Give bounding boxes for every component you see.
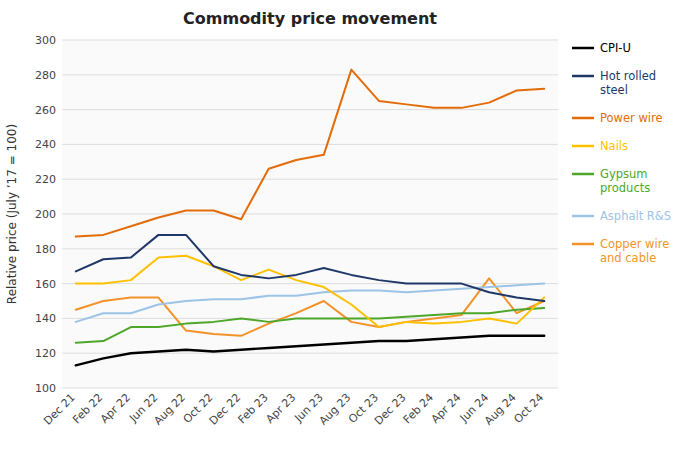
- grid-line: [62, 388, 558, 389]
- legend-label-line: Nails: [600, 139, 628, 153]
- legend-swatch: [572, 215, 594, 218]
- x-tick-label: Oct 24: [511, 391, 546, 426]
- y-tick-label: 240: [35, 138, 56, 151]
- legend-label: Nails: [600, 139, 628, 153]
- y-axis-label: Relative price (July ’17 = 100): [5, 124, 19, 304]
- grid-line: [62, 248, 558, 249]
- y-tick-label: 100: [35, 382, 56, 395]
- y-tick-label: 120: [35, 347, 56, 360]
- x-tick-label: Aug 24: [482, 391, 519, 428]
- plot-area: [62, 40, 558, 388]
- legend-label-line: Power wire: [600, 111, 663, 125]
- x-tick-label: Feb 22: [70, 391, 105, 426]
- legend-label-line: products: [600, 181, 650, 195]
- y-tick-label: 260: [35, 104, 56, 117]
- legend-label: Asphalt R&S: [600, 209, 671, 223]
- grid-line: [62, 40, 558, 41]
- legend-label: CPI-U: [600, 41, 631, 55]
- x-tick-label: Dec 21: [41, 391, 78, 428]
- legend-swatch: [572, 75, 594, 78]
- y-tick-label: 180: [35, 243, 56, 256]
- legend-label-line: Copper wire: [600, 237, 669, 251]
- x-tick-label: Dec 23: [372, 391, 409, 428]
- grid-line: [62, 109, 558, 110]
- legend-label: Copper wireand cable: [600, 237, 669, 265]
- legend-swatch: [572, 47, 594, 50]
- x-tick-label: Feb 23: [235, 391, 270, 426]
- legend-label: Hot rolledsteel: [600, 69, 656, 97]
- legend-swatch: [572, 243, 594, 246]
- y-tick-label: 220: [35, 173, 56, 186]
- legend-label-line: Asphalt R&S: [600, 209, 671, 223]
- x-tick-label: Apr 24: [429, 391, 464, 426]
- y-tick-label: 300: [35, 34, 56, 47]
- title: Commodity price movement: [183, 9, 437, 28]
- lines: [76, 70, 544, 366]
- legend-label-line: steel: [600, 83, 628, 97]
- legend-label-line: Gypsum: [600, 167, 648, 181]
- y-tick-label: 140: [35, 312, 56, 325]
- grid-line: [62, 144, 558, 145]
- y-tick-label: 160: [35, 278, 56, 291]
- legend-label: Power wire: [600, 111, 663, 125]
- y-tick-label: 200: [35, 208, 56, 221]
- legend-label-line: and cable: [600, 251, 656, 265]
- x-tick-label: Apr 22: [98, 391, 133, 426]
- legend-swatch: [572, 145, 594, 148]
- x-tick-label: Aug 23: [317, 391, 354, 428]
- x-tick-label: Feb 24: [401, 391, 436, 426]
- grid-line: [62, 179, 558, 180]
- chart: 100120140160180200220240260280300Dec 21F…: [0, 0, 696, 450]
- grid-line: [62, 74, 558, 75]
- x-tick-label: Aug 22: [151, 391, 188, 428]
- series-line: [76, 336, 544, 366]
- series-line: [76, 70, 544, 237]
- x-tick-label: Dec 22: [207, 391, 244, 428]
- grid-line: [62, 214, 558, 215]
- legend-label-line: CPI-U: [600, 41, 631, 55]
- legend-swatch: [572, 173, 594, 176]
- legend-label-line: Hot rolled: [600, 69, 656, 83]
- series-line: [76, 235, 544, 301]
- legend-swatch: [572, 117, 594, 120]
- series-line: [76, 256, 544, 327]
- x-tick-label: Apr 23: [263, 391, 298, 426]
- y-tick-label: 280: [35, 69, 56, 82]
- legend-label: Gypsumproducts: [600, 167, 650, 195]
- legend: CPI-U Hot rolledsteel Power wire Nails Gypsu…: [572, 41, 671, 265]
- series-line: [76, 284, 544, 322]
